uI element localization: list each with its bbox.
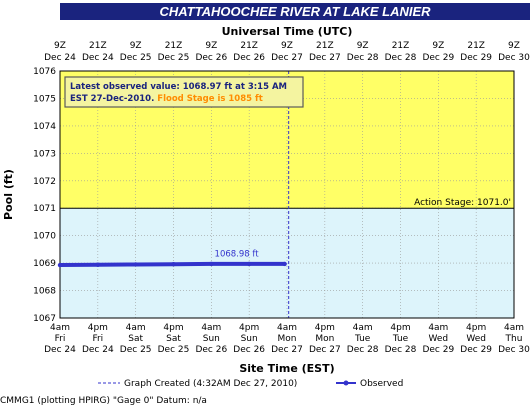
- x-tick-date: Dec 25: [158, 345, 190, 355]
- x-tick-day: Fri: [92, 334, 103, 344]
- y-axis-title: Pool (ft): [2, 169, 15, 220]
- y-tick-label: 1070: [33, 232, 56, 242]
- observed-point: [246, 261, 252, 267]
- top-tick-time: 21Z: [316, 41, 334, 51]
- x-tick-date: Dec 29: [460, 345, 492, 355]
- plot-border: [59, 70, 515, 319]
- x-tick-time: 4pm: [239, 323, 259, 333]
- top-tick-date: Dec 26: [195, 53, 227, 63]
- x-tick-day: Sat: [166, 334, 181, 344]
- y-tick-label: 1075: [33, 94, 56, 104]
- top-tick-time: 9Z: [205, 41, 217, 51]
- top-tick-time: 21Z: [165, 41, 183, 51]
- x-tick-time: 4am: [277, 323, 297, 333]
- y-tick-label: 1071: [33, 204, 56, 214]
- top-tick-time: 21Z: [392, 41, 410, 51]
- x-tick-date: Dec 26: [233, 345, 265, 355]
- top-tick-time: 9Z: [357, 41, 369, 51]
- chart-title: CHATTAHOOCHEE RIVER AT LAKE LANIER: [60, 3, 530, 20]
- x-tick-day: Tue: [354, 334, 371, 344]
- action-stage-label: Action Stage: 1071.0': [414, 198, 511, 208]
- y-tick-label: 1067: [33, 314, 56, 324]
- info-date: EST 27-Dec-2010.: [70, 94, 157, 104]
- top-tick-date: Dec 24: [44, 53, 76, 63]
- observed-point: [209, 261, 214, 267]
- x-tick-date: Dec 26: [195, 345, 227, 355]
- x-axis-title: Site Time (EST): [239, 362, 334, 375]
- x-tick-date: Dec 28: [347, 345, 379, 355]
- legend-observed-marker: [343, 380, 349, 386]
- top-tick-time: 9Z: [508, 41, 520, 51]
- x-tick-day: Wed: [466, 334, 486, 344]
- x-tick-time: 4am: [126, 323, 146, 333]
- y-tick-label: 1073: [33, 149, 56, 159]
- peak-label: 1068.98 ft: [215, 250, 260, 260]
- footer-datum: CMMG1 (plotting HPIRG) "Gage 0" Datum: n…: [0, 396, 207, 406]
- x-tick-day: Mon: [315, 334, 334, 344]
- x-tick-time: 4am: [201, 323, 221, 333]
- observed-point: [95, 262, 101, 267]
- x-tick-time: 4pm: [88, 323, 108, 333]
- top-tick-time: 9Z: [432, 41, 444, 51]
- x-tick-day: Sun: [203, 334, 220, 344]
- top-tick-time: 21Z: [240, 41, 258, 51]
- y-tick-label: 1072: [33, 177, 56, 187]
- legend-observed-label: Observed: [360, 379, 403, 389]
- x-tick-day: Wed: [429, 334, 449, 344]
- x-tick-time: 4am: [50, 323, 70, 333]
- x-tick-date: Dec 28: [385, 345, 417, 355]
- x-tick-time: 4pm: [163, 323, 183, 333]
- x-tick-time: 4pm: [315, 323, 335, 333]
- top-tick-date: Dec 26: [233, 53, 265, 63]
- x-tick-date: Dec 24: [82, 345, 114, 355]
- x-tick-time: 4pm: [466, 323, 486, 333]
- top-tick-date: Dec 27: [271, 53, 303, 63]
- observed-point: [171, 262, 176, 267]
- x-tick-day: Thu: [505, 334, 523, 344]
- info-box: [64, 76, 304, 108]
- info-line-1: Latest observed value: 1068.97 ft at 3:1…: [70, 82, 287, 92]
- info-line-2: EST 27-Dec-2010. Flood Stage is 1085 ft: [70, 94, 263, 104]
- top-tick-time: 9Z: [281, 41, 293, 51]
- x-tick-date: Dec 29: [422, 345, 454, 355]
- x-tick-date: Dec 30: [498, 345, 530, 355]
- top-tick-date: Dec 25: [120, 53, 152, 63]
- info-flood-stage: Flood Stage is 1085 ft: [157, 94, 262, 104]
- top-tick-date: Dec 24: [82, 53, 114, 63]
- x-tick-day: Fri: [55, 334, 66, 344]
- x-tick-date: Dec 24: [44, 345, 76, 355]
- x-tick-day: Sat: [128, 334, 143, 344]
- top-tick-time: 9Z: [54, 41, 66, 51]
- x-tick-time: 4pm: [390, 323, 410, 333]
- top-tick-date: Dec 27: [309, 53, 341, 63]
- legend-created-label: Graph Created (4:32AM Dec 27, 2010): [124, 379, 297, 389]
- top-tick-date: Dec 29: [422, 53, 454, 63]
- top-tick-time: 21Z: [467, 41, 485, 51]
- observed-point: [282, 261, 287, 267]
- y-tick-label: 1068: [33, 287, 56, 297]
- top-tick-time: 21Z: [89, 41, 107, 51]
- x-tick-time: 4am: [353, 323, 373, 333]
- x-tick-time: 4am: [428, 323, 448, 333]
- x-tick-date: Dec 27: [309, 345, 341, 355]
- y-tick-label: 1076: [33, 67, 56, 77]
- observed-point: [57, 262, 63, 268]
- top-tick-date: Dec 28: [347, 53, 379, 63]
- observed-point: [133, 262, 138, 267]
- top-tick-time: 9Z: [130, 41, 142, 51]
- x-tick-day: Sun: [241, 334, 258, 344]
- y-tick-label: 1074: [33, 122, 56, 132]
- x-tick-date: Dec 25: [120, 345, 152, 355]
- x-tick-day: Mon: [278, 334, 297, 344]
- x-tick-date: Dec 27: [271, 345, 303, 355]
- top-tick-date: Dec 28: [385, 53, 417, 63]
- top-tick-date: Dec 25: [158, 53, 190, 63]
- x-tick-day: Tue: [392, 334, 409, 344]
- top-axis-title: Universal Time (UTC): [222, 25, 353, 38]
- x-tick-time: 4am: [504, 323, 524, 333]
- top-tick-date: Dec 30: [498, 53, 530, 63]
- y-tick-label: 1069: [33, 259, 56, 269]
- top-tick-date: Dec 29: [460, 53, 492, 63]
